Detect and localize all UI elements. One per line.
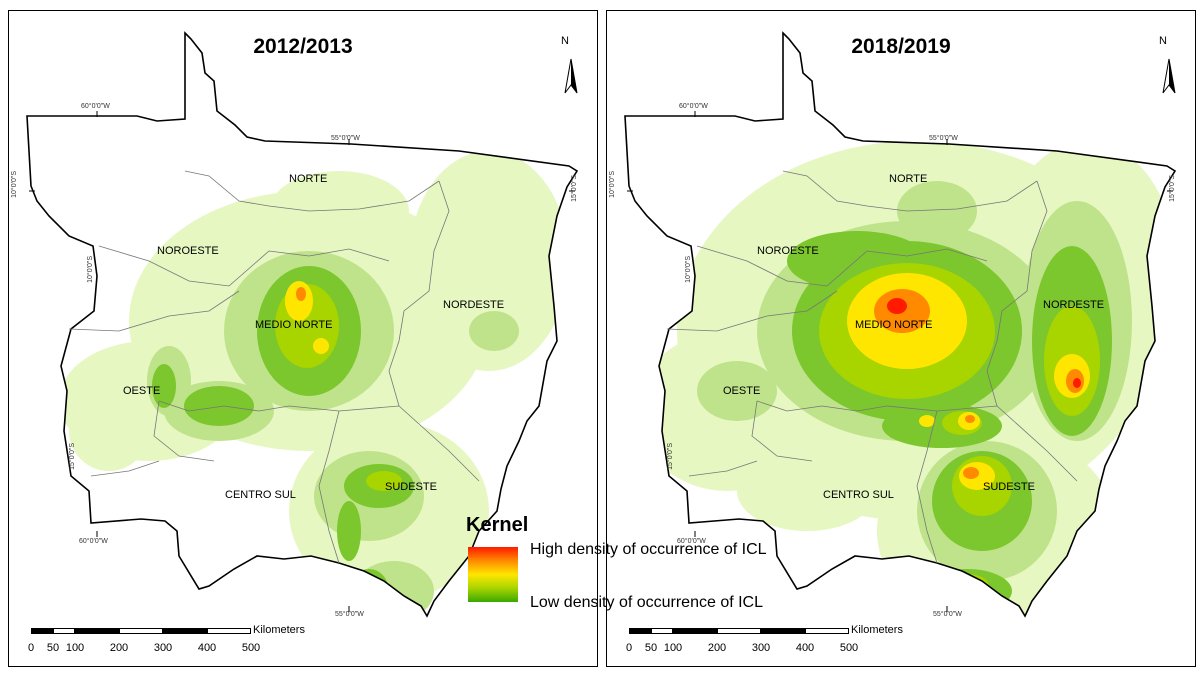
scale-bar: Kilometers 0 50 100 200 300 400 500 xyxy=(625,624,949,660)
north-label: N xyxy=(1159,35,1167,47)
map-canvas xyxy=(624,32,1176,617)
scale-unit: Kilometers xyxy=(851,624,903,636)
scale-tick: 100 xyxy=(663,642,683,654)
coord-label: 60°0'0"W xyxy=(679,103,708,110)
region-label-nordeste: NORDESTE xyxy=(1043,299,1105,311)
coord-label: 55°0'0"W xyxy=(331,135,360,142)
scale-tick: 200 xyxy=(707,642,727,654)
region-boundaries xyxy=(68,170,480,564)
legend-high-label: High density of occurrence of ICL xyxy=(530,541,767,558)
coord-label: 15°0'0"S xyxy=(571,175,578,202)
region-label-centro-sul: CENTRO SUL xyxy=(823,489,894,501)
coord-label: 55°0'0"W xyxy=(929,135,958,142)
map-panel-2018-2019: 2018/2019 N 60°0'0"W 55°0'0"W 10°0'0"S 1… xyxy=(606,10,1196,667)
scale-bar: Kilometers 0 50 100 200 300 400 500 xyxy=(27,624,351,660)
region-label-oeste: OESTE xyxy=(123,385,161,397)
scale-tick: 400 xyxy=(795,642,815,654)
scale-tick: 50 xyxy=(46,642,60,654)
scale-tick: 50 xyxy=(644,642,658,654)
map-canvas xyxy=(26,32,578,617)
coord-label: 10°0'0"S xyxy=(685,256,692,283)
region-label-medio-norte: MEDIO NORTE xyxy=(855,319,933,331)
coord-label: 60°0'0"W xyxy=(677,538,706,545)
region-label-norte: NORTE xyxy=(889,173,928,185)
coord-label: 60°0'0"W xyxy=(81,103,110,110)
kernel-legend: Kernel High density of occurrence of ICL… xyxy=(466,514,826,624)
coord-label: 10°0'0"S xyxy=(11,171,18,198)
coord-label: 15°0'0"S xyxy=(667,443,674,470)
scale-unit: Kilometers xyxy=(253,624,305,636)
scale-tick: 400 xyxy=(197,642,217,654)
scale-tick: 300 xyxy=(153,642,173,654)
region-label-oeste: OESTE xyxy=(723,385,761,397)
region-boundaries xyxy=(666,170,1078,564)
coord-label: 15°0'0"S xyxy=(1169,175,1176,202)
scale-tick: 500 xyxy=(241,642,261,654)
north-arrow: N xyxy=(1155,35,1171,49)
map-title: 2018/2019 xyxy=(851,35,951,58)
coord-label: 60°0'0"W xyxy=(79,538,108,545)
map-panel-2012-2013: 2012/2013 N 60°0'0"W 55°0'0"W 10°0'0"S 1… xyxy=(8,10,598,667)
region-label-nordeste: NORDESTE xyxy=(443,299,505,311)
coord-label: 15°0'0"S xyxy=(69,443,76,470)
density-color-ramp xyxy=(468,547,518,602)
north-label: N xyxy=(561,35,569,47)
north-arrow-icon xyxy=(564,58,578,94)
north-arrow-icon xyxy=(1162,58,1176,94)
coord-label: 55°0'0"W xyxy=(335,611,364,618)
scale-tick: 200 xyxy=(109,642,129,654)
region-label-noroeste: NOROESTE xyxy=(157,245,219,257)
coord-label: 10°0'0"S xyxy=(87,256,94,283)
north-arrow: N xyxy=(557,35,573,49)
region-label-medio-norte: MEDIO NORTE xyxy=(255,319,333,331)
map-title: 2012/2013 xyxy=(253,35,353,58)
region-label-sudeste: SUDESTE xyxy=(983,481,1035,493)
coord-label: 55°0'0"W xyxy=(933,611,962,618)
scale-tick: 100 xyxy=(65,642,85,654)
scale-tick: 0 xyxy=(27,642,35,654)
region-label-centro-sul: CENTRO SUL xyxy=(225,489,296,501)
region-label-sudeste: SUDESTE xyxy=(385,481,437,493)
coord-label: 10°0'0"S xyxy=(609,171,616,198)
scale-tick: 500 xyxy=(839,642,859,654)
region-label-noroeste: NOROESTE xyxy=(757,245,819,257)
scale-tick: 300 xyxy=(751,642,771,654)
scale-tick: 0 xyxy=(625,642,633,654)
legend-title: Kernel xyxy=(466,514,529,536)
region-label-norte: NORTE xyxy=(289,173,328,185)
legend-low-label: Low density of occurrence of ICL xyxy=(530,594,764,611)
